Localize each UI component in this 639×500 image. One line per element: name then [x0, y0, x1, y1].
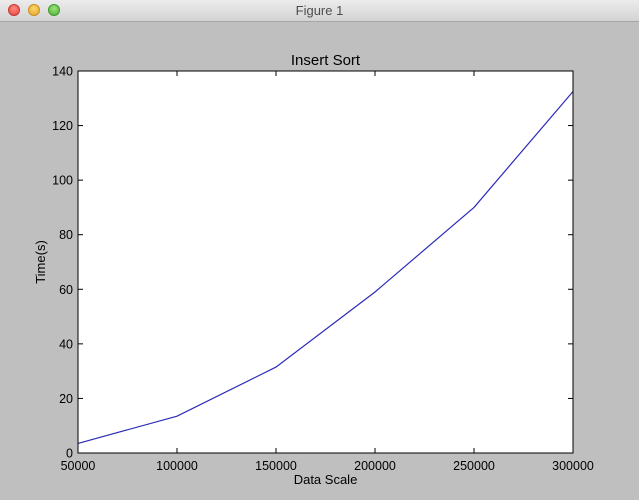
- line-chart: Insert Sort Data Scale Time(s) 50000 1000…: [33, 52, 594, 487]
- chart-title: Insert Sort: [291, 52, 361, 69]
- minimize-window-icon[interactable]: [28, 4, 40, 16]
- y-tick-label: 120: [52, 119, 73, 133]
- x-tick-label: 150000: [255, 459, 297, 473]
- x-tick-label: 100000: [156, 459, 198, 473]
- x-tick-label: 200000: [354, 459, 396, 473]
- x-tick-label: 300000: [552, 459, 594, 473]
- y-tick-labels: 0 20 40 60 80 100 120 140: [52, 65, 73, 461]
- y-tick-label: 40: [59, 337, 73, 351]
- x-tick-label: 250000: [453, 459, 495, 473]
- y-axis-label: Time(s): [33, 240, 48, 284]
- y-tick-label: 60: [59, 283, 73, 297]
- window-titlebar: Figure 1: [0, 0, 639, 22]
- x-tick-labels: 50000 100000 150000 200000 250000 300000: [61, 459, 594, 473]
- y-tick-label: 0: [66, 447, 73, 461]
- plot-frame: [77, 70, 574, 454]
- plot-background: [78, 71, 573, 453]
- figure-canvas-area: Insert Sort Data Scale Time(s) 50000 1000…: [0, 22, 639, 500]
- close-window-icon[interactable]: [8, 4, 20, 16]
- window-title: Figure 1: [295, 3, 344, 18]
- y-tick-label: 140: [52, 65, 73, 79]
- zoom-window-icon[interactable]: [48, 4, 60, 16]
- x-axis-label: Data Scale: [294, 472, 358, 487]
- y-tick-label: 100: [52, 174, 73, 188]
- series-line: [77, 91, 574, 444]
- y-tick-label: 80: [59, 228, 73, 242]
- y-tick-label: 20: [59, 392, 73, 406]
- x-tick-label: 50000: [61, 459, 96, 473]
